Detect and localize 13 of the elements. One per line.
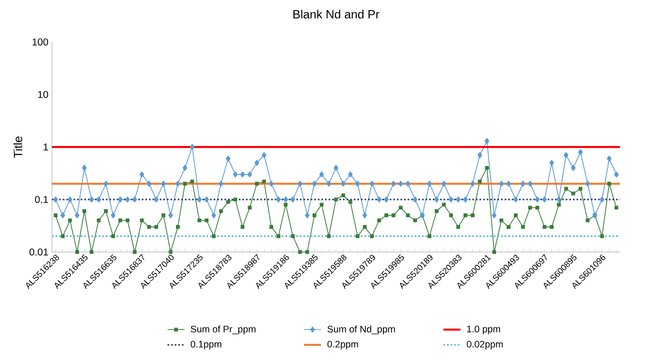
- y-tick-label: 10: [38, 90, 48, 98]
- legend-label: 0.1ppm: [190, 340, 222, 350]
- y-tick-label: 1: [44, 144, 48, 150]
- legend-label: 0.02ppm: [466, 340, 503, 350]
- chart-title: Blank Nd and Pr: [293, 10, 380, 18]
- y-tick-label: 100: [32, 38, 48, 46]
- legend-label: 1.0 ppm: [467, 326, 500, 334]
- legend-label: 0.2ppm: [327, 340, 358, 350]
- y-axis-title: Title: [13, 136, 22, 158]
- legend-label: Sum of Nd_ppm: [328, 325, 395, 334]
- y-tick-label: 0.01: [29, 248, 48, 256]
- y-tick-label: 0.1: [35, 196, 48, 204]
- legend-label: Sum of Pr_ppm: [190, 325, 256, 334]
